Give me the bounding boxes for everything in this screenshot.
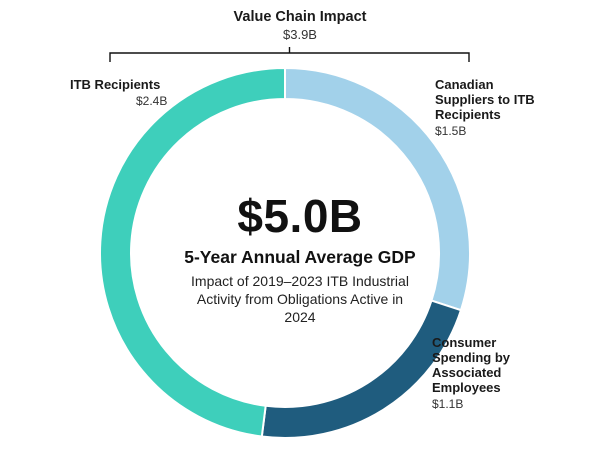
value-chain-label: Value Chain Impact $3.9B xyxy=(150,9,450,43)
segment-name-line: ITB Recipients xyxy=(70,77,161,92)
segment-label-itb-recipients: ITB Recipients $2.4B xyxy=(70,77,190,109)
segment-name-line: Associated xyxy=(432,364,502,380)
segment-value: $1.1B xyxy=(432,396,464,411)
segment-label-consumer-spending: Consumer Spending by Associated Employee… xyxy=(432,335,562,412)
value-chain-title: Value Chain Impact xyxy=(233,9,367,25)
segment-name-line: Suppliers to ITB xyxy=(435,91,535,107)
segment-name-line: Spending by xyxy=(432,349,510,365)
segment-label-canadian-suppliers: Canadian Suppliers to ITB Recipients $1.… xyxy=(435,77,565,139)
segment-name-line: Recipients xyxy=(435,106,501,122)
total-gdp-value: $5.0B xyxy=(237,190,363,242)
segment-itb-recipients xyxy=(99,66,286,438)
donut-center: $5.0B 5-Year Annual Average GDP Impact o… xyxy=(150,193,450,327)
value-chain-bracket xyxy=(109,47,470,62)
center-subtitle: 5-Year Annual Average GDP xyxy=(184,247,416,267)
segment-value: $2.4B xyxy=(136,93,168,108)
segment-value: $1.5B xyxy=(435,123,467,138)
segment-name-line: Employees xyxy=(432,379,501,395)
donut-ring xyxy=(99,66,471,439)
segment-name-line: Canadian xyxy=(435,77,494,92)
center-description: Impact of 2019–2023 ITB Industrial Activ… xyxy=(191,273,409,326)
value-chain-value: $3.9B xyxy=(283,26,317,42)
segment-name-line: Consumer xyxy=(432,335,497,350)
